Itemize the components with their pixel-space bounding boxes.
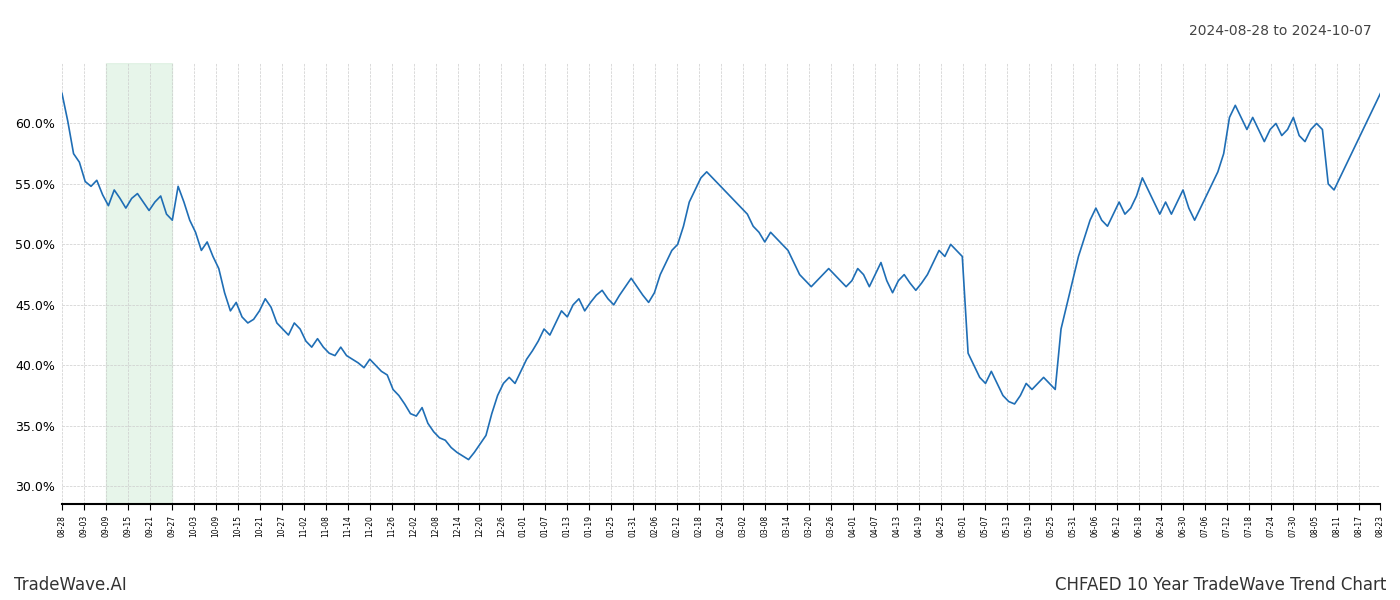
- Bar: [106, 63, 172, 505]
- Text: TradeWave.AI: TradeWave.AI: [14, 576, 127, 594]
- Text: 2024-08-28 to 2024-10-07: 2024-08-28 to 2024-10-07: [1190, 24, 1372, 38]
- Text: CHFAED 10 Year TradeWave Trend Chart: CHFAED 10 Year TradeWave Trend Chart: [1054, 576, 1386, 594]
